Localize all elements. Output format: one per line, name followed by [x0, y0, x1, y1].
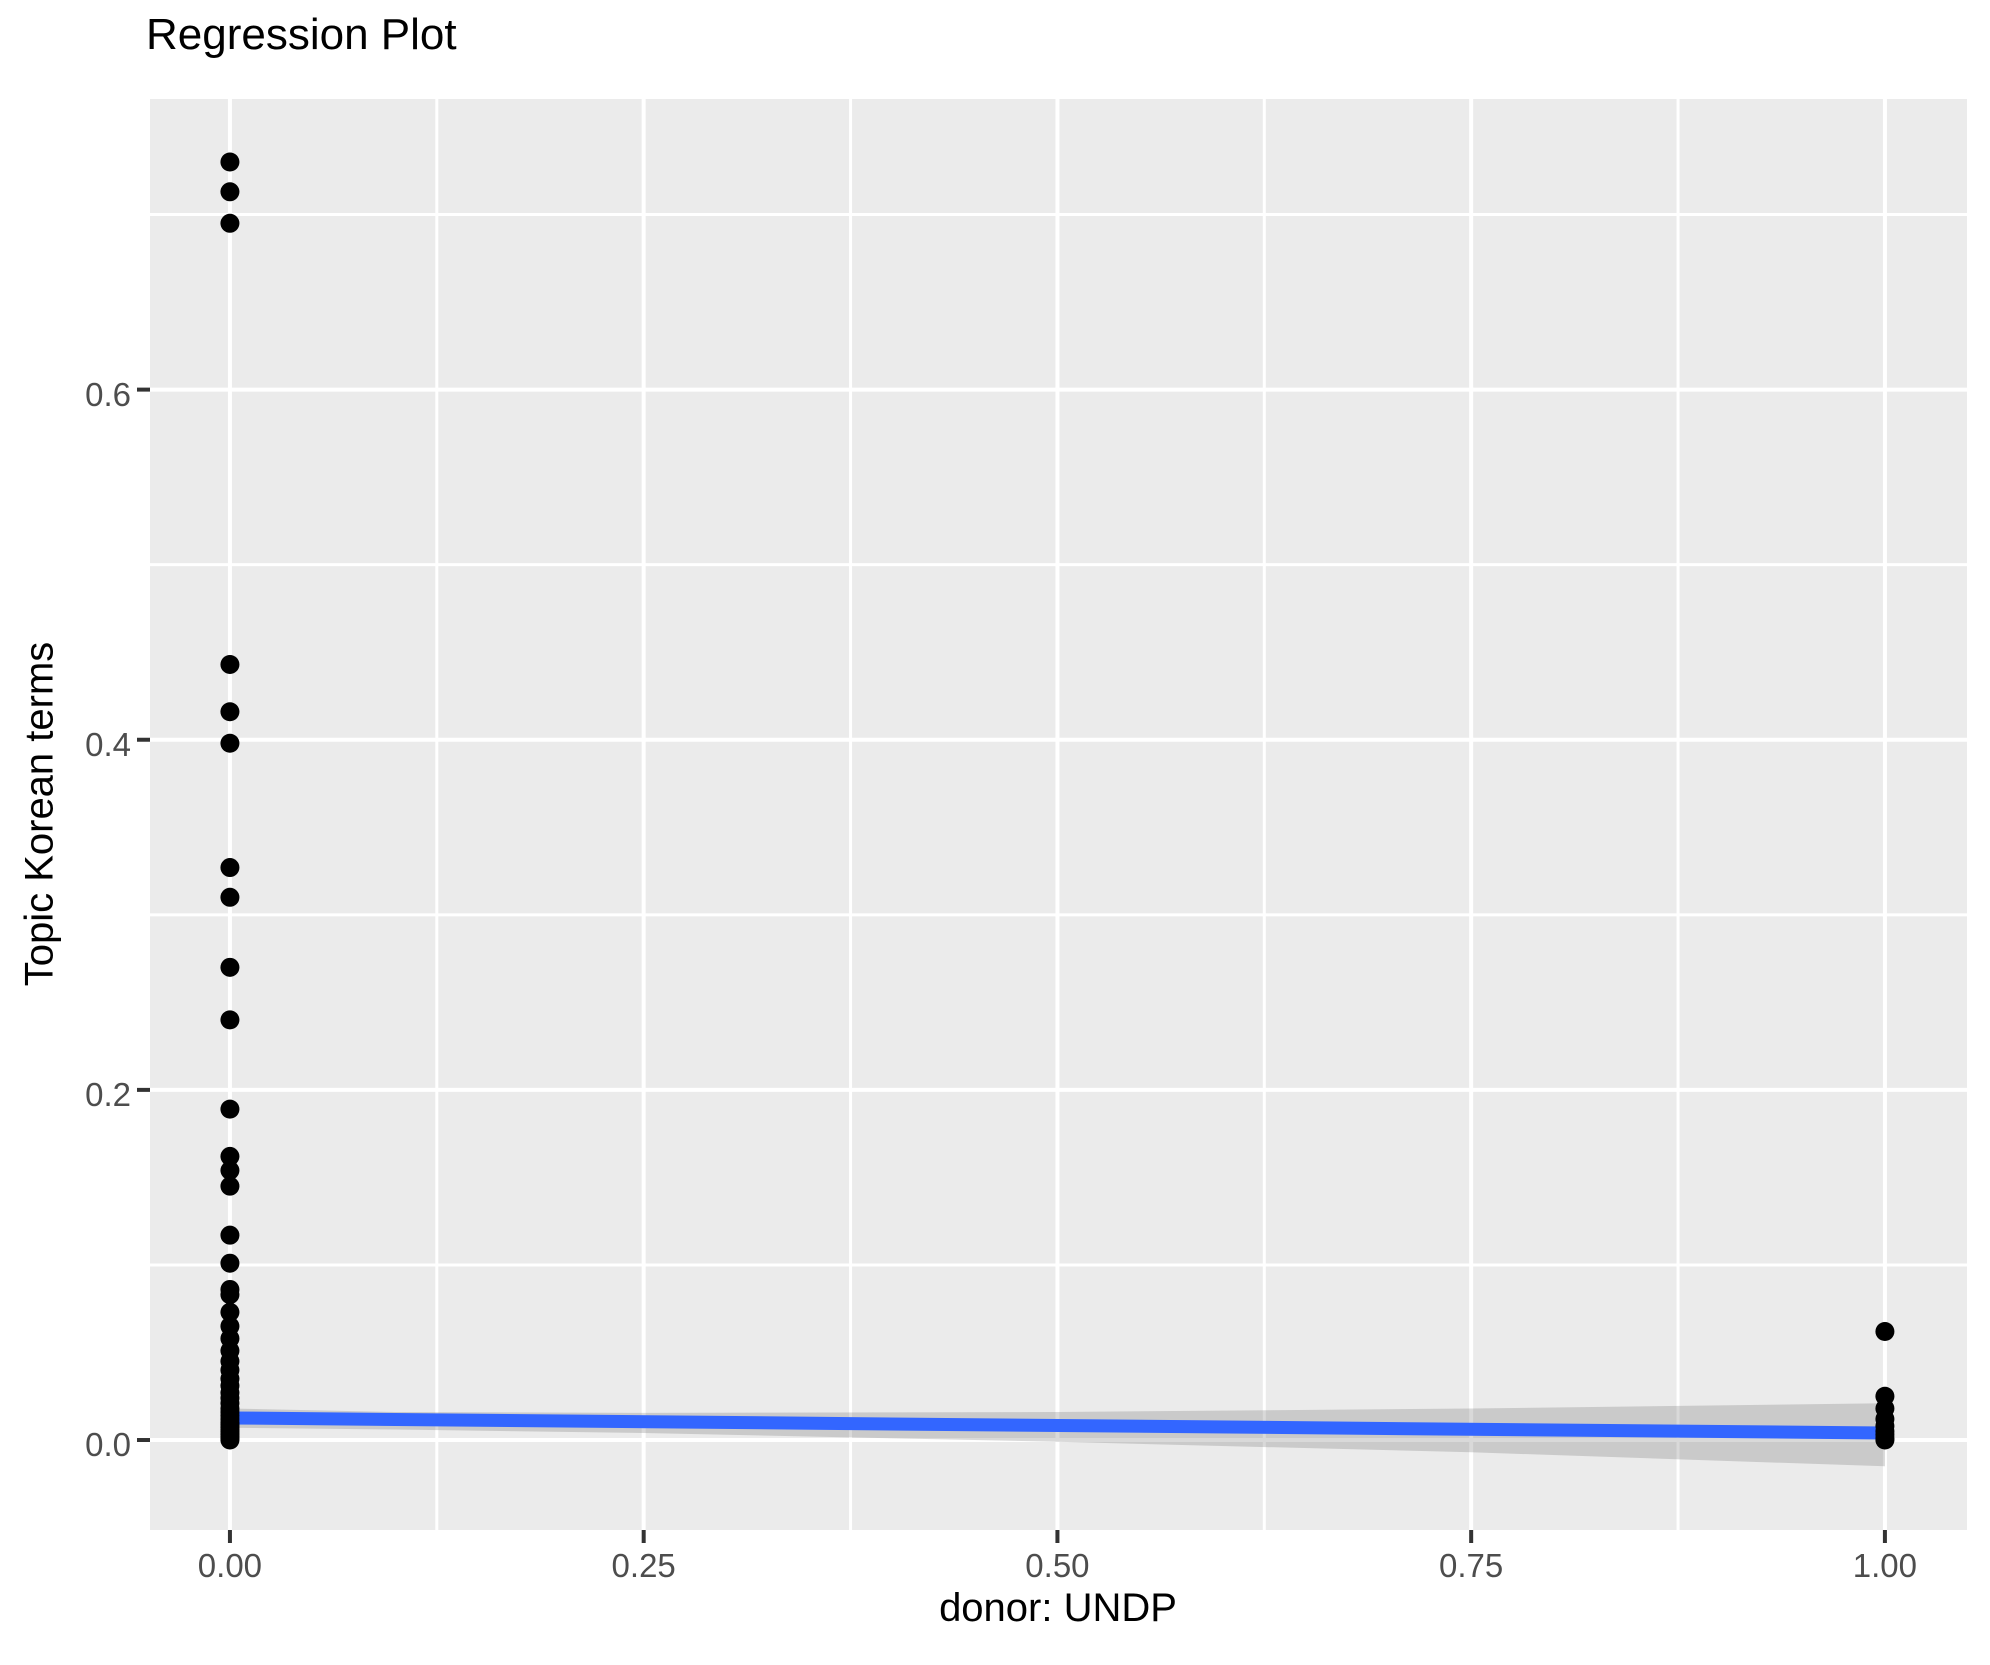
x-tick-label: 0.00	[197, 1547, 263, 1584]
data-point	[220, 152, 240, 172]
data-point	[220, 733, 240, 753]
x-tick-label: 0.50	[1025, 1547, 1090, 1584]
x-tick-label: 1.00	[1852, 1547, 1918, 1584]
y-tick-label: 0.4	[85, 725, 131, 763]
data-point	[220, 1099, 240, 1119]
data-point	[1875, 1430, 1895, 1450]
data-point	[220, 887, 240, 907]
data-point	[220, 1225, 240, 1245]
x-tick-label: 0.25	[611, 1547, 676, 1584]
data-point	[220, 182, 240, 202]
data-point	[220, 1160, 240, 1180]
chart-title: Regression Plot	[146, 10, 457, 59]
x-axis-title-text: donor: UNDP	[939, 1586, 1177, 1630]
data-point	[220, 1253, 240, 1273]
regression-line	[229, 1411, 1885, 1440]
data-point	[220, 1146, 240, 1166]
data-point	[220, 957, 240, 977]
data-point	[220, 1176, 240, 1196]
y-axis-title: Topic Korean terms	[17, 641, 62, 987]
y-tick-label: 0.2	[85, 1075, 131, 1113]
data-point	[220, 654, 240, 674]
data-point	[220, 1302, 240, 1322]
y-tick-label: 0.6	[85, 375, 131, 413]
x-axis-title: donor: UNDP	[0, 1586, 1990, 1631]
y-tick-label: 0.0	[85, 1426, 131, 1463]
data-point	[220, 702, 240, 722]
data-point	[220, 1430, 240, 1450]
data-point	[220, 1010, 240, 1030]
data-point	[1875, 1321, 1895, 1341]
data-point	[220, 1285, 240, 1305]
x-tick-label: 0.75	[1439, 1547, 1504, 1584]
data-point	[220, 858, 240, 878]
data-point	[220, 213, 240, 233]
